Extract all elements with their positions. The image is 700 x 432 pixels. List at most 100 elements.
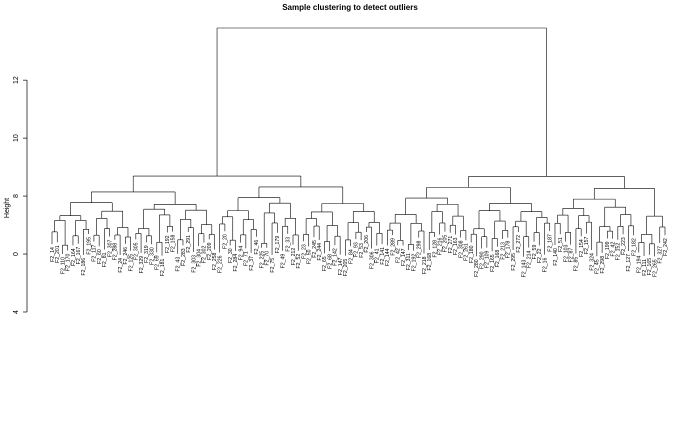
leaf-label: F2_245 [312,240,318,258]
leaf-label: F2_65 [322,256,328,271]
leaf-label: F2_308 [458,240,464,258]
leaf-label: F2_93 [354,242,360,257]
leaf-label: F2_23 [301,244,307,259]
leaf-label: F2_258 [212,253,218,271]
leaf-label: F2_84 [348,249,354,264]
leaf-label: F2_271 [448,236,454,254]
leaf-label: F2_182 [631,238,637,256]
leaf-label: F2_103 [563,245,569,263]
leaf-label: F2_246 [123,247,129,265]
leaf-label: F2_147 [401,248,407,266]
leaf-label: F2_178 [506,241,512,259]
leaf-label: F2_142 [333,248,339,266]
leaf-label: F2_295 [511,253,517,271]
y-tick-label: 4 [13,310,20,314]
leaf-label: F2_45 [595,259,601,274]
leaf-label: F2_192 [165,235,171,253]
leaf-label: F2_283 [181,248,187,266]
leaf-label: F2_324 [589,253,595,271]
leaf-label: F2_206 [364,235,370,253]
leaf-label: F2_24 [118,258,124,273]
leaf-label: F2_147 [338,257,344,275]
leaf-label: F2_181 [160,259,166,277]
leaf-label: F2_209 [207,242,213,260]
leaf-label: F2_213 [500,242,506,260]
leaf-label: F2_291 [186,235,192,253]
leaf-label: F2_272 [516,235,522,253]
leaf-label: F2_212 [291,248,297,266]
leaf-label: F2_30 [228,248,234,263]
leaf-label: F2_319 [144,245,150,263]
y-tick-label: 8 [13,194,20,198]
leaf-label: F2_284 [233,254,239,272]
leaf-label: F2_168 [495,250,501,268]
leaf-label: F2_70 [265,251,271,266]
leaf-label: F2_311 [406,253,412,270]
leaf-label: F2_22 [537,248,543,263]
leaf-label: F2_280 [474,259,480,277]
leaf-label: F2_94 [238,246,244,261]
leaf-label: F2_290 [479,251,485,269]
leaf-label: F2_327 [658,246,664,264]
leaf-label: F2_143 [521,260,527,278]
leaf-label: F2_303 [191,255,197,273]
leaf-label: F2_199 [605,241,611,259]
leaf-label: F2_194 [637,255,643,273]
leaf-label: F2_179 [275,236,281,254]
leaf-label: F2_109 [485,251,491,269]
leaf-label: F2_50 [307,249,313,264]
leaf-label: F2_127 [626,254,632,272]
leaf-label: F2_144 [385,248,391,266]
leaf-label: F2_46 [254,240,260,255]
leaf-label: F2_33 [286,237,292,252]
leaf-label: F2_304 [197,249,203,267]
leaf-label: F2_85 [574,257,580,272]
leaf-label: F2_164 [71,248,77,266]
leaf-label: F2_168 [427,253,433,271]
leaf-label: F2_329 [139,256,145,274]
leaf-label: F2_192 [411,254,417,272]
leaf-label: F2_141 [380,247,386,265]
leaf-label: F2_186 [81,258,87,276]
leaf-label: F2_51 [558,237,564,252]
leaf-label: F2_180 [469,245,475,263]
leaf-label: F2_71 [244,251,250,266]
leaf-label: F2_205 [443,235,449,253]
leaf-label: F2_223 [621,237,627,255]
leaf-label: F2_195 [86,237,92,255]
leaf-label: F2_16 [542,258,548,273]
leaf-label: F2_87 [568,248,574,263]
leaf-label: F2_242 [663,238,669,256]
leaf-label: F2_244 [317,243,323,261]
leaf-label: F2_81 [102,252,108,267]
leaf-label: F2_43 [176,257,182,272]
leaf-label: F2_167 [76,247,82,265]
leaf-label: F2_214 [527,250,533,268]
leaf-label: F2_298 [600,256,606,274]
leaf-label: F2_261 [464,243,470,261]
leaf-label: F2_154 [579,239,585,257]
leaf-label: F2_42 [396,248,402,263]
dendrogram-branches [51,27,666,257]
leaf-label: F2_170 [66,253,72,271]
leaf-label: F2_226 [217,255,223,273]
y-tick-label: 10 [13,134,20,142]
y-axis-label: Height [4,198,11,218]
leaf-label: F2_128 [432,240,438,258]
leaf-label: F2_187 [548,234,554,252]
leaf-label: F2_111 [642,259,648,276]
leaf-label: F2_306 [369,251,375,269]
y-axis: 4 0 8 10 12 [13,76,28,314]
leaf-label: F2_216 [438,237,444,255]
leaf-label: F2_110 [60,257,66,274]
leaf-label: F2_140 [553,248,559,266]
y-tick-label: 12 [13,76,20,84]
leaf-label: F2_158 [170,235,176,253]
leaf-label: F2_69 [155,255,161,270]
y-tick-label: 0 [13,252,20,256]
leaf-label: F2_305 [134,242,140,260]
leaf-label: F2_117 [92,244,98,261]
leaf-label: F2_60 [97,249,103,264]
